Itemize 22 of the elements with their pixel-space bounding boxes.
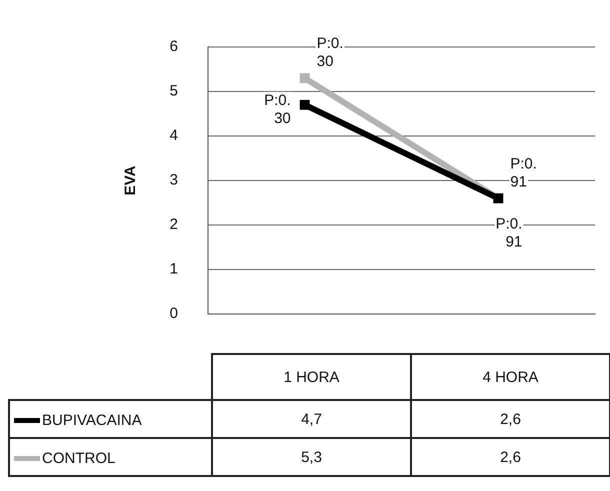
point — [300, 73, 310, 84]
annotation: P:0.30 — [316, 35, 344, 70]
data-label: 4,7 — [212, 400, 411, 438]
x-tick-label: 1 HORA — [212, 354, 411, 400]
y-tick-label: 6 — [170, 38, 178, 56]
y-tick-label: 2 — [170, 216, 178, 234]
y-tick-label: 0 — [170, 305, 178, 322]
data-label: 5,3 — [212, 438, 411, 476]
annotation: P:0.91 — [496, 215, 522, 250]
y-tick-label: 5 — [170, 82, 178, 100]
legend-label: BUPIVACAINA — [42, 412, 142, 428]
x-tick-label: 4 HORA — [411, 354, 610, 400]
y-tick-label: 4 — [170, 127, 178, 144]
annotation: P:0.91 — [510, 155, 537, 190]
annotation: P:0.30 — [264, 92, 291, 127]
y-axis-title: EVA — [122, 165, 140, 196]
data-label: 2,6 — [411, 400, 610, 438]
point — [300, 100, 310, 110]
data-label: 2,6 — [411, 438, 610, 476]
y-tick-label: 1 — [170, 260, 178, 278]
legend-label: CONTROL — [42, 450, 116, 466]
y-tick-label: 3 — [170, 172, 178, 189]
